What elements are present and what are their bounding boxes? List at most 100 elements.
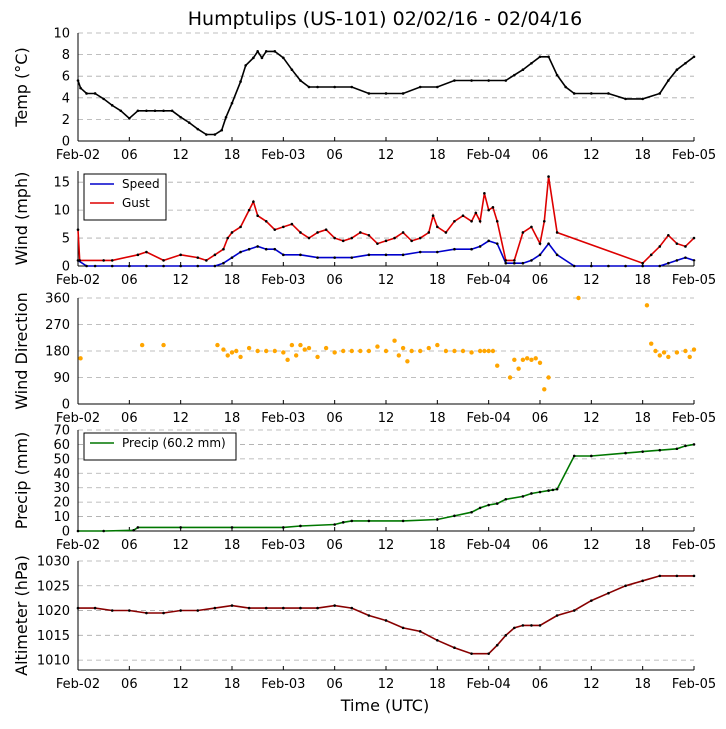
data-point xyxy=(538,55,542,59)
data-point xyxy=(684,256,687,259)
data-point xyxy=(285,357,290,363)
data-point xyxy=(128,264,131,268)
data-point xyxy=(85,264,88,268)
y-tick-label: 1020 xyxy=(37,604,70,619)
data-point xyxy=(542,387,547,392)
data-point xyxy=(409,348,414,354)
data-point xyxy=(341,239,345,243)
x-tick-label: 06 xyxy=(121,148,138,163)
data-point xyxy=(521,231,525,234)
data-point xyxy=(333,523,336,526)
data-point xyxy=(230,526,234,529)
data-point xyxy=(299,253,302,257)
data-point xyxy=(110,104,114,107)
legend-label: Speed xyxy=(122,177,160,191)
data-point xyxy=(687,354,692,360)
data-point xyxy=(316,231,319,234)
data-point xyxy=(436,638,439,642)
data-point xyxy=(341,348,346,354)
data-point xyxy=(516,366,521,371)
figure-title: Humptulips (US-101) 02/02/16 - 02/04/16 xyxy=(188,8,583,30)
data-point xyxy=(491,206,495,209)
data-point xyxy=(513,626,516,630)
data-point xyxy=(78,356,83,361)
x-tick-label: 06 xyxy=(121,411,138,426)
x-tick-label: Feb-02 xyxy=(56,538,100,553)
data-point xyxy=(418,630,422,633)
data-point xyxy=(229,350,235,355)
data-point xyxy=(145,611,148,615)
data-point xyxy=(607,92,610,95)
data-point xyxy=(530,225,533,229)
data-point xyxy=(641,264,644,268)
data-point xyxy=(139,342,145,348)
x-tick-label: Feb-04 xyxy=(467,538,511,553)
data-point xyxy=(435,342,440,348)
legend-box xyxy=(83,432,237,461)
data-point xyxy=(478,245,482,248)
data-point xyxy=(675,68,679,72)
y-tick-label: 20 xyxy=(53,496,70,511)
y-tick-label: 360 xyxy=(45,292,70,307)
data-point xyxy=(230,101,234,105)
data-point xyxy=(436,518,439,521)
data-point xyxy=(145,250,148,254)
data-point xyxy=(607,264,610,268)
data-point xyxy=(692,236,696,240)
data-point xyxy=(238,354,243,360)
data-point xyxy=(196,256,200,259)
data-point xyxy=(161,342,166,348)
x-tick-label: Feb-05 xyxy=(672,538,716,553)
data-point xyxy=(375,344,380,349)
x-tick-label: 18 xyxy=(429,148,446,163)
data-point xyxy=(684,61,687,65)
data-point xyxy=(78,259,82,262)
panel-altimeter: 1010 1015 1020 1025 1030 Feb-02 06 12 18 Feb-03 06… xyxy=(12,555,716,693)
data-point xyxy=(333,604,336,607)
data-point xyxy=(226,236,230,240)
data-point xyxy=(624,584,627,588)
data-point xyxy=(85,92,88,95)
x-tick-label: 18 xyxy=(224,148,241,163)
data-point xyxy=(359,231,362,234)
data-point xyxy=(230,604,234,607)
data-point xyxy=(649,341,654,346)
data-point xyxy=(683,348,688,354)
y-tick-label: 0 xyxy=(62,398,70,413)
x-tick-label: Feb-05 xyxy=(672,273,716,288)
data-point xyxy=(470,247,473,251)
data-point xyxy=(400,345,406,351)
data-point xyxy=(692,574,696,578)
x-tick-label: 12 xyxy=(378,411,395,426)
data-point xyxy=(239,225,242,229)
data-point xyxy=(247,247,251,251)
data-point xyxy=(590,92,593,95)
data-point xyxy=(358,348,363,354)
data-point xyxy=(93,264,97,268)
data-point xyxy=(213,264,217,268)
x-tick-label: Feb-02 xyxy=(56,677,100,692)
data-point xyxy=(350,236,354,240)
data-point xyxy=(513,259,516,262)
data-point xyxy=(572,609,576,612)
x-tick-label: 06 xyxy=(532,677,549,692)
data-point xyxy=(110,264,114,268)
x-tick-label: 18 xyxy=(224,411,241,426)
y-tick-label: 1025 xyxy=(37,579,70,594)
data-point xyxy=(246,345,252,351)
y-tick-label: 10 xyxy=(53,27,70,42)
data-point xyxy=(495,219,499,223)
x-tick-label: Feb-04 xyxy=(467,273,511,288)
data-point xyxy=(590,454,593,458)
data-point xyxy=(145,109,148,113)
x-tick-label: 12 xyxy=(583,677,600,692)
data-point xyxy=(483,192,486,195)
x-tick-label: 18 xyxy=(634,538,651,553)
data-point xyxy=(675,574,679,578)
data-point xyxy=(436,225,439,229)
data-point xyxy=(546,375,551,380)
y-tick-label: 15 xyxy=(53,176,70,191)
data-point xyxy=(102,529,105,533)
data-point xyxy=(170,109,174,113)
data-point xyxy=(490,348,496,354)
